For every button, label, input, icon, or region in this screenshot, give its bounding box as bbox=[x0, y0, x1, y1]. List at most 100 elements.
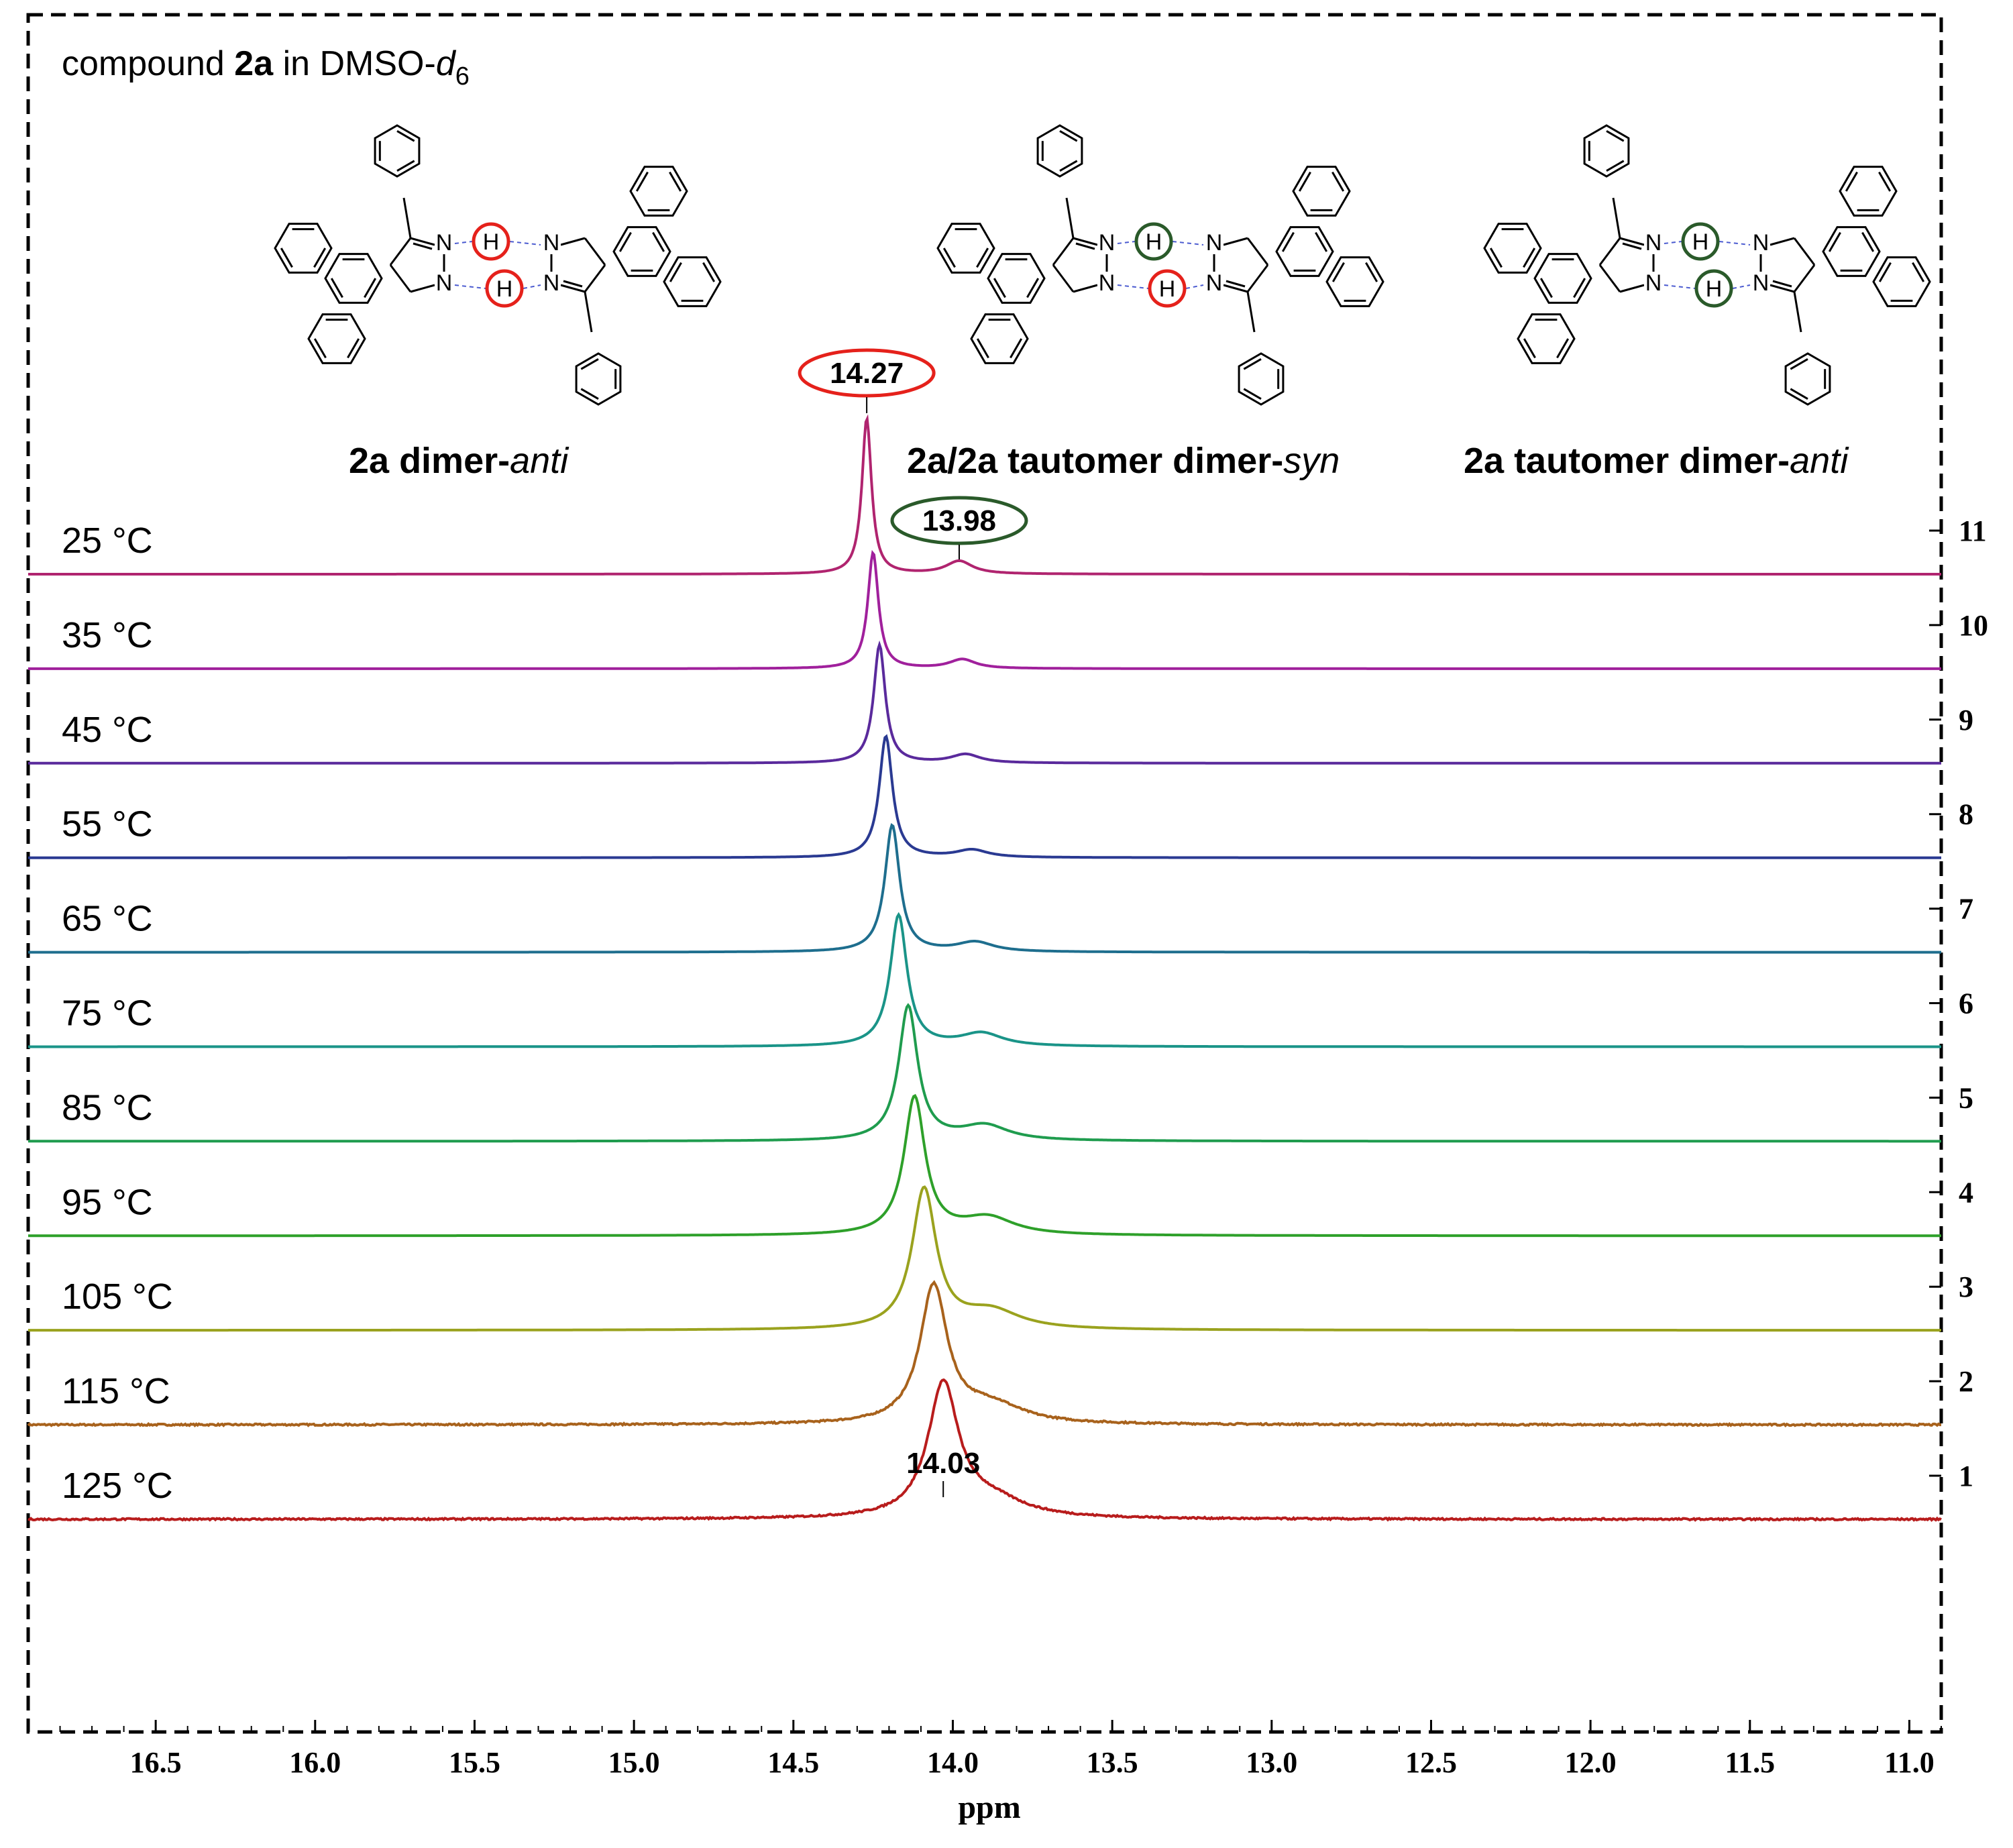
x-axis-tick-label: 14.5 bbox=[767, 1746, 819, 1779]
bond-c5-c4 bbox=[1598, 264, 1621, 292]
outer-ring-top bbox=[1483, 223, 1542, 274]
outer-ring-top bbox=[1325, 256, 1384, 307]
bond-c3-n2-double bbox=[413, 242, 433, 250]
temperature-label-35C: 35 °C bbox=[62, 615, 153, 655]
bond-c4-c3 bbox=[1598, 237, 1621, 266]
outer-ring-top-double-bond bbox=[1878, 262, 1892, 282]
central-ring bbox=[1822, 226, 1881, 277]
outer-ring-bottom bbox=[970, 313, 1029, 364]
structure-label-dimer-anti: 2a dimer-anti bbox=[349, 441, 569, 481]
central-ring bbox=[1275, 226, 1334, 277]
spectrum-line-115C bbox=[27, 1280, 1941, 1427]
outer-ring-bottom-double-bond bbox=[669, 171, 682, 192]
nitrogen-label-bg bbox=[1751, 231, 1770, 252]
spectrum-line-45C bbox=[28, 640, 1941, 765]
x-axis: 16.5 16.0 15.5 15.0 14.5 14.0 13.5 13.0 12.5 12.0… bbox=[28, 1720, 1942, 1779]
monomer-right bbox=[550, 166, 722, 406]
peak-1398-ellipse bbox=[890, 496, 1028, 545]
phenyl-ring-double-bond bbox=[1243, 358, 1262, 370]
outer-ring-bottom bbox=[307, 313, 366, 364]
structure-label-tautomer-dimer-syn: 2a/2a tautomer dimer-syn bbox=[907, 441, 1340, 481]
phenyl-ring-double-bond bbox=[1059, 130, 1078, 142]
hbond-dash bbox=[1185, 284, 1204, 289]
bond-c3-n2 bbox=[560, 284, 586, 293]
bond-c4-c3 bbox=[1052, 237, 1075, 266]
hbond-dash bbox=[1664, 284, 1696, 289]
spectra-group bbox=[27, 414, 1942, 1522]
phenyl-ring bbox=[1583, 124, 1630, 178]
nitrogen-label: N bbox=[543, 230, 560, 256]
spectrum-line-75C bbox=[28, 912, 1941, 1048]
outer-ring-top-double-bond bbox=[1331, 262, 1345, 282]
nitrogen-label: N bbox=[1753, 270, 1770, 296]
phenyl-ring bbox=[1784, 352, 1831, 406]
phenyl-ring-double-bond bbox=[580, 358, 599, 370]
peak-annotations: 14.27 13.98 14.03 bbox=[798, 348, 1028, 1497]
bond-n1-c5 bbox=[560, 237, 586, 246]
hydrogen-bottom-label: H bbox=[1159, 276, 1176, 302]
x-axis-tick-label: 12.5 bbox=[1405, 1746, 1457, 1779]
right-axis-tick-label: 11 bbox=[1959, 514, 1987, 547]
central-ring-double-bond bbox=[993, 278, 1006, 298]
nitrogen-label-bg bbox=[1751, 272, 1770, 292]
bond-c3-n2-double bbox=[563, 280, 583, 288]
hydrogen-bottom-label: H bbox=[1706, 276, 1723, 302]
bond-phenyl bbox=[1065, 197, 1075, 239]
hbond-dash bbox=[1117, 284, 1149, 289]
temperature-label-45C: 45 °C bbox=[62, 710, 153, 750]
figure-title: compound 2a in DMSO-d6 bbox=[62, 44, 470, 91]
hbond-dash bbox=[1664, 241, 1682, 244]
outer-ring-top-double-bond bbox=[280, 248, 293, 268]
outer-ring-bottom-double-bond bbox=[1010, 338, 1023, 359]
bond-c3-n2 bbox=[1223, 284, 1248, 293]
hbond-dash bbox=[454, 241, 473, 244]
outer-ring-top-double-bond bbox=[669, 262, 682, 282]
bond-c4-c3 bbox=[584, 264, 606, 292]
x-axis-tick-label: 13.0 bbox=[1246, 1746, 1297, 1779]
hydrogen-bottom-label-circle bbox=[485, 269, 524, 308]
outer-ring-top-double-bond bbox=[942, 248, 956, 268]
monomer-right bbox=[1213, 166, 1384, 406]
temperature-label-115C: 115 °C bbox=[62, 1371, 170, 1411]
phenyl-ring bbox=[575, 352, 622, 406]
nitrogen-label: N bbox=[1206, 270, 1223, 296]
right-axis-tick-label: 6 bbox=[1959, 987, 1973, 1020]
x-axis-tick-label: 11.0 bbox=[1884, 1746, 1935, 1779]
nitrogen-label: N bbox=[1645, 270, 1662, 296]
nitrogen-label: N bbox=[1753, 230, 1770, 256]
outer-ring-bottom bbox=[1839, 166, 1898, 217]
nitrogen-label-bg bbox=[1644, 272, 1663, 292]
nitrogen-label-bg bbox=[1097, 231, 1116, 252]
spectrum-line-125C bbox=[28, 1378, 1942, 1522]
nitrogen-label-bg bbox=[435, 231, 453, 252]
x-axis-tick-label: 12.0 bbox=[1565, 1746, 1617, 1779]
nitrogen-label: N bbox=[1099, 270, 1116, 296]
outer-ring-bottom-double-bond bbox=[1523, 338, 1536, 359]
nitrogen-label-bg bbox=[1205, 231, 1223, 252]
bond-c5-c4 bbox=[1246, 237, 1269, 266]
hydrogen-top-label-circle bbox=[1134, 222, 1173, 261]
bond-n1-c5 bbox=[1223, 237, 1248, 246]
spectrum-line-85C bbox=[28, 1003, 1941, 1143]
temperature-label-105C: 105 °C bbox=[62, 1276, 173, 1317]
nitrogen-label: N bbox=[1206, 230, 1223, 256]
phenyl-ring-double-bond bbox=[396, 130, 415, 142]
nitrogen-label: N bbox=[436, 270, 453, 296]
hbond-dash bbox=[509, 241, 541, 246]
outer-ring-top bbox=[936, 223, 995, 274]
central-ring-double-bond bbox=[1828, 231, 1841, 252]
right-axis-tick-label: 3 bbox=[1959, 1270, 1973, 1303]
central-ring-double-bond bbox=[330, 278, 343, 298]
spectrum-line-25C bbox=[28, 414, 1941, 576]
hydrogen-top-label: H bbox=[1146, 229, 1162, 255]
x-axis-tick-label: 13.5 bbox=[1087, 1746, 1138, 1779]
monomer-left bbox=[274, 124, 445, 364]
bond-c3-n2-double bbox=[1226, 280, 1246, 288]
central-ring-double-bond bbox=[1315, 231, 1328, 252]
temperature-label-75C: 75 °C bbox=[62, 993, 153, 1034]
bond-c5-c4 bbox=[1793, 237, 1816, 266]
outer-ring-bottom-double-bond bbox=[1878, 171, 1892, 192]
x-axis-tick-label: 16.5 bbox=[130, 1746, 182, 1779]
